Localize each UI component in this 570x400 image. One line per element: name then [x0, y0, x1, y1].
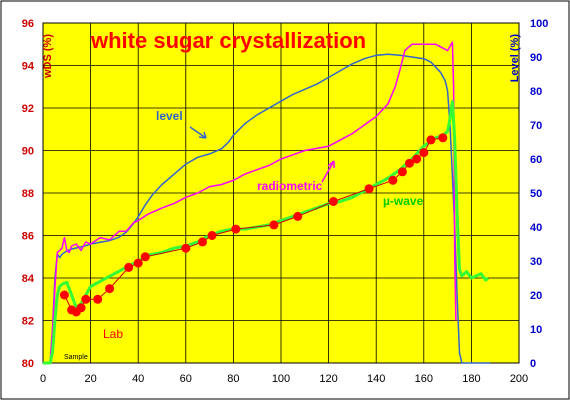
uwave-annotation: µ-wave [383, 194, 424, 208]
level-annotation-arrow [189, 126, 207, 139]
lab-point [419, 148, 429, 158]
lab-point [405, 158, 414, 168]
lab-point [231, 224, 241, 234]
right-tick-label: 40 [530, 222, 542, 234]
left-tick-label: 92 [22, 103, 34, 115]
lab-point [328, 197, 338, 206]
lab-point [124, 262, 134, 272]
lab-point [397, 167, 407, 177]
lab-point [293, 211, 303, 221]
left-tick-label: 88 [22, 188, 34, 200]
lab-point [364, 184, 374, 194]
lab-point [140, 252, 150, 262]
x-tick-label: 20 [84, 373, 96, 385]
right-tick-label: 100 [530, 18, 548, 30]
x-tick-label: 200 [510, 373, 528, 385]
right-axis-label: Level (%) [509, 34, 521, 83]
left-tick-label: 82 [22, 316, 34, 328]
left-tick-label: 96 [22, 18, 34, 30]
lab-point [181, 243, 191, 253]
right-tick-label: 70 [530, 120, 542, 132]
radiometric-annotation-arrow [321, 160, 335, 183]
left-tick-label: 84 [22, 273, 35, 285]
lab-point [412, 154, 422, 164]
lab-point [133, 258, 143, 268]
right-axis-ticks: 0 10 20 30 40 50 60 70 80 90 100 [530, 18, 548, 370]
lab-point [269, 220, 279, 230]
right-tick-label: 20 [530, 290, 542, 302]
sample-annotation: Sample [64, 354, 88, 361]
series-radiometric-line [43, 41, 457, 364]
x-axis-ticks: 0 20 40 60 80 100 120 140 160 180 200 [40, 373, 528, 385]
x-tick-label: 60 [180, 373, 192, 385]
left-axis-ticks: 80 82 84 86 88 90 92 94 96 [22, 18, 35, 370]
x-tick-label: 140 [367, 373, 385, 385]
x-tick-label: 80 [227, 373, 239, 385]
right-tick-label: 50 [530, 188, 542, 200]
right-tick-label: 10 [530, 324, 542, 336]
left-tick-label: 94 [22, 61, 35, 73]
x-tick-label: 160 [415, 373, 433, 385]
x-tick-label: 120 [319, 373, 337, 385]
series-layer [43, 41, 491, 365]
x-tick-label: 100 [272, 373, 290, 385]
right-tick-label: 30 [530, 256, 542, 268]
right-tick-label: 90 [530, 52, 542, 64]
lab-point [76, 303, 86, 313]
lab-point [93, 294, 103, 304]
lab-point [388, 175, 398, 185]
level-annotation: level [156, 109, 183, 123]
series-level-line [43, 53, 491, 364]
lab-point [438, 133, 448, 143]
chart-title: white sugar crystallization [90, 28, 366, 53]
left-tick-label: 80 [22, 358, 34, 370]
lab-point [207, 231, 217, 240]
lab-point [426, 135, 436, 145]
left-tick-label: 90 [22, 146, 34, 158]
lab-point [105, 284, 115, 294]
lab-point [81, 294, 91, 304]
gridlines [43, 23, 519, 363]
right-tick-label: 80 [530, 86, 542, 98]
radiometric-annotation: radiometric [257, 179, 323, 193]
lab-point [59, 290, 69, 300]
x-tick-label: 40 [132, 373, 144, 385]
x-tick-label: 180 [462, 373, 480, 385]
right-tick-label: 0 [530, 358, 536, 370]
x-tick-label: 0 [40, 373, 46, 385]
right-tick-label: 60 [530, 154, 542, 166]
left-tick-label: 86 [22, 231, 34, 243]
lab-point [198, 237, 207, 247]
left-axis-label: wDS (%) [42, 34, 54, 79]
lab-annotation: Lab [103, 327, 123, 341]
